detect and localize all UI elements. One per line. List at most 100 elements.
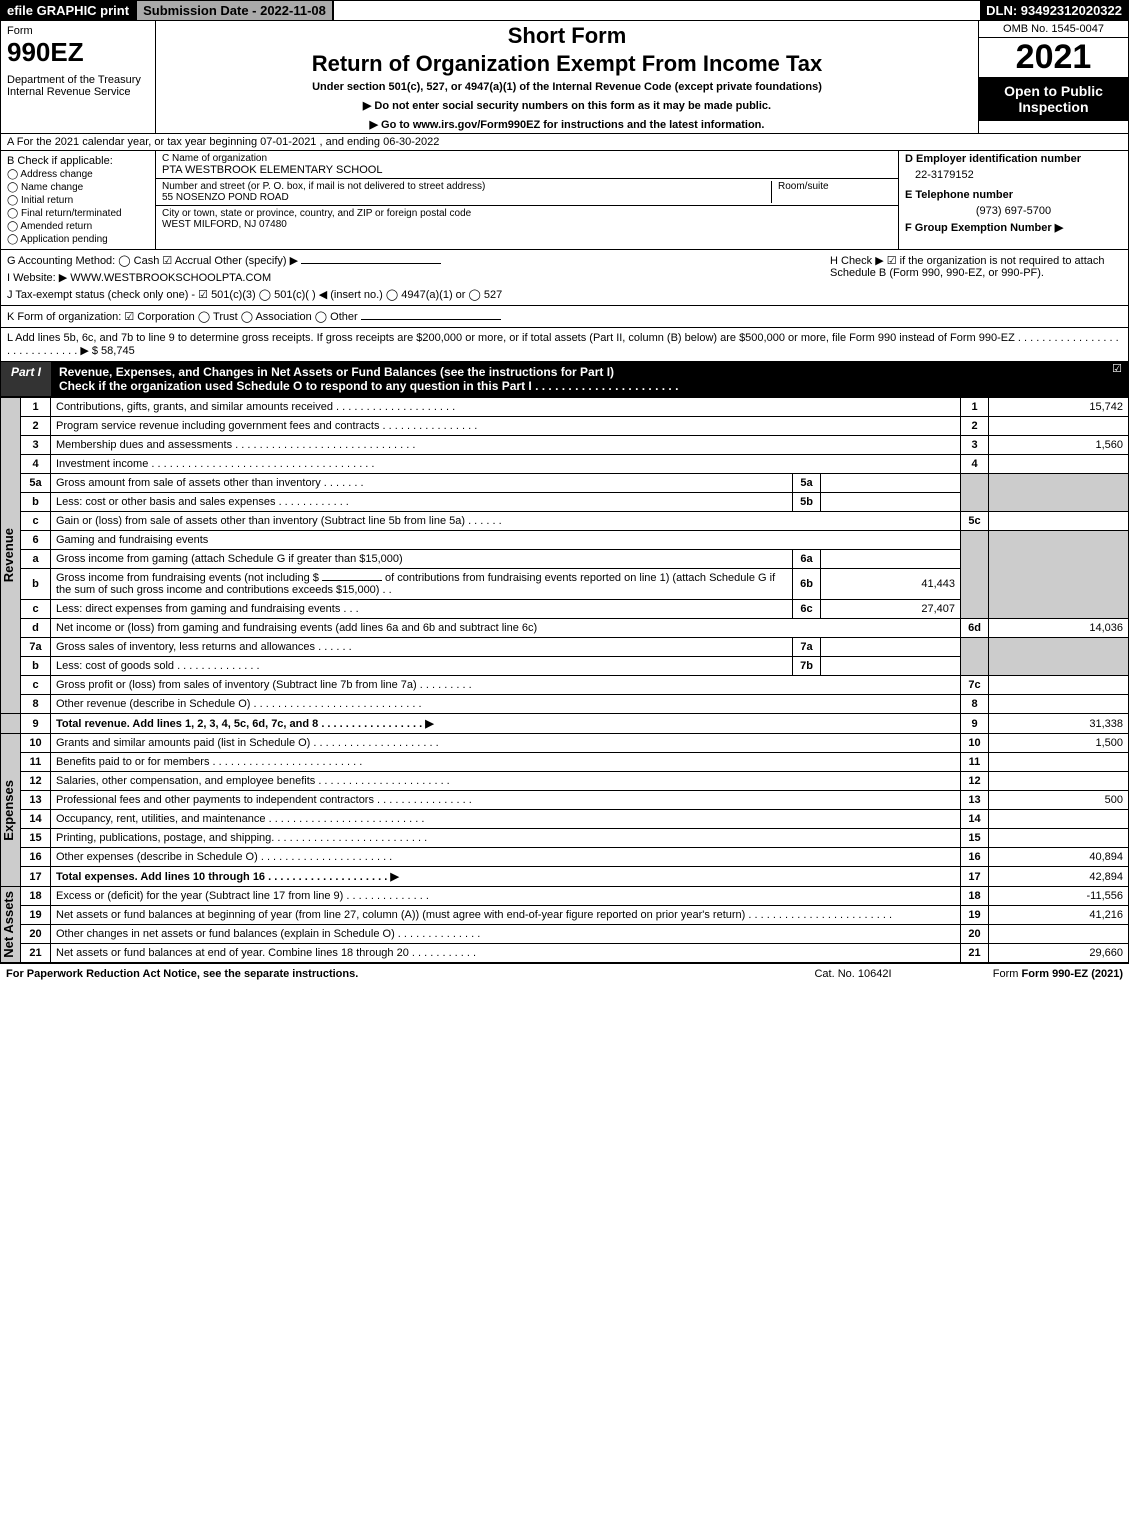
l7c: Gross profit or (loss) from sales of inv… xyxy=(51,676,961,695)
efile-btn[interactable]: efile GRAPHIC print xyxy=(1,1,135,20)
l9-amt: 31,338 xyxy=(989,714,1129,734)
l7b: Less: cost of goods sold . . . . . . . .… xyxy=(51,657,793,676)
l11: Benefits paid to or for members . . . . … xyxy=(51,753,961,772)
l5a-amt xyxy=(821,474,961,493)
C-city: WEST MILFORD, NJ 07480 xyxy=(162,219,892,230)
l3: Membership dues and assessments . . . . … xyxy=(51,436,961,455)
short-form: Short Form xyxy=(162,23,972,49)
l2-amt xyxy=(989,417,1129,436)
l3-amt: 1,560 xyxy=(989,436,1129,455)
l9: Total revenue. Add lines 1, 2, 3, 4, 5c,… xyxy=(51,714,961,734)
l6: Gaming and fundraising events xyxy=(51,531,961,550)
F-hd: F Group Exemption Number ▶ xyxy=(899,219,1128,236)
org-name: PTA WESTBROOK ELEMENTARY SCHOOL xyxy=(162,164,892,176)
E-hd: E Telephone number xyxy=(899,187,1128,203)
l17-amt: 42,894 xyxy=(989,867,1129,887)
l20: Other changes in net assets or fund bala… xyxy=(51,925,961,944)
l8: Other revenue (describe in Schedule O) .… xyxy=(51,695,961,714)
row-L: L Add lines 5b, 6c, and 7b to line 9 to … xyxy=(0,328,1129,361)
row-A: A For the 2021 calendar year, or tax yea… xyxy=(0,134,1129,151)
B-opt-1[interactable]: ◯ Name change xyxy=(7,182,149,193)
l5c: Gain or (loss) from sale of assets other… xyxy=(51,512,961,531)
C-room: Room/suite xyxy=(772,181,892,203)
dept: Department of the Treasury Internal Reve… xyxy=(7,74,149,98)
header-center: Short Form Return of Organization Exempt… xyxy=(156,21,978,133)
side-net: Net Assets xyxy=(1,891,16,958)
l14: Occupancy, rent, utilities, and maintena… xyxy=(51,810,961,829)
foot-r: Form Form 990-EZ (2021) xyxy=(943,968,1123,980)
col-DEF: D Employer identification number 22-3179… xyxy=(898,151,1128,249)
header-right: OMB No. 1545-0047 2021 Open to Public In… xyxy=(978,21,1128,133)
l18: Excess or (deficit) for the year (Subtra… xyxy=(51,887,961,906)
omb: OMB No. 1545-0047 xyxy=(979,21,1128,38)
l7a: Gross sales of inventory, less returns a… xyxy=(51,638,793,657)
l10-amt: 1,500 xyxy=(989,734,1129,753)
B-opt-2[interactable]: ◯ Initial return xyxy=(7,195,149,206)
l8-amt xyxy=(989,695,1129,714)
C-city-hd: City or town, state or province, country… xyxy=(162,208,892,219)
C-city-row: City or town, state or province, country… xyxy=(156,206,898,232)
B-opt-4[interactable]: ◯ Amended return xyxy=(7,221,149,232)
l5b: Less: cost or other basis and sales expe… xyxy=(51,493,793,512)
l21: Net assets or fund balances at end of ye… xyxy=(51,944,961,963)
footer: For Paperwork Reduction Act Notice, see … xyxy=(0,963,1129,984)
B-opt-0[interactable]: ◯ Address change xyxy=(7,169,149,180)
C-name: C Name of organization PTA WESTBROOK ELE… xyxy=(156,151,898,179)
C-name-hd: C Name of organization xyxy=(162,153,892,164)
l16: Other expenses (describe in Schedule O) … xyxy=(51,848,961,867)
B-head: B Check if applicable: xyxy=(7,155,149,167)
E-val: (973) 697-5700 xyxy=(899,203,1128,219)
l7c-amt xyxy=(989,676,1129,695)
header: Form 990EZ Department of the Treasury In… xyxy=(0,21,1129,134)
G: G Accounting Method: ◯ Cash ☑ Accrual Ot… xyxy=(7,254,822,267)
col-C: C Name of organization PTA WESTBROOK ELE… xyxy=(156,151,898,249)
part1-tag: Part I xyxy=(1,362,51,396)
l6d-amt: 14,036 xyxy=(989,619,1129,638)
open-public: Open to Public Inspection xyxy=(979,77,1128,121)
l13: Professional fees and other payments to … xyxy=(51,791,961,810)
I[interactable]: I Website: ▶ WWW.WESTBROOKSCHOOLPTA.COM xyxy=(7,271,822,284)
B-opt-3[interactable]: ◯ Final return/terminated xyxy=(7,208,149,219)
lines-table: Revenue 1Contributions, gifts, grants, a… xyxy=(0,397,1129,963)
D-hd: D Employer identification number xyxy=(899,151,1128,167)
form-title: Return of Organization Exempt From Incom… xyxy=(162,51,972,77)
l18-amt: -11,556 xyxy=(989,887,1129,906)
l11-amt xyxy=(989,753,1129,772)
part1-check[interactable]: ☑ xyxy=(1106,362,1128,396)
C-street-hd: Number and street (or P. O. box, if mail… xyxy=(162,181,765,192)
arrow2[interactable]: ▶ Go to www.irs.gov/Form990EZ for instru… xyxy=(162,118,972,131)
row-K: K Form of organization: ☑ Corporation ◯ … xyxy=(0,306,1129,328)
l15-amt xyxy=(989,829,1129,848)
form-sub: Under section 501(c), 527, or 4947(a)(1)… xyxy=(162,81,972,93)
H: H Check ▶ ☑ if the organization is not r… xyxy=(822,254,1122,301)
l19-amt: 41,216 xyxy=(989,906,1129,925)
l13-amt: 500 xyxy=(989,791,1129,810)
form-label: Form xyxy=(7,25,149,37)
topbar: efile GRAPHIC print Submission Date - 20… xyxy=(0,0,1129,21)
l7b-amt xyxy=(821,657,961,676)
l15: Printing, publications, postage, and shi… xyxy=(51,829,961,848)
l6c-amt: 27,407 xyxy=(821,600,961,619)
l5c-amt xyxy=(989,512,1129,531)
l7a-amt xyxy=(821,638,961,657)
l6d: Net income or (loss) from gaming and fun… xyxy=(51,619,961,638)
foot-l: For Paperwork Reduction Act Notice, see … xyxy=(6,968,763,980)
box-BCDEF: B Check if applicable: ◯ Address change … xyxy=(0,151,1129,250)
dln: DLN: 93492312020322 xyxy=(980,1,1128,20)
l5b-amt xyxy=(821,493,961,512)
l4: Investment income . . . . . . . . . . . … xyxy=(51,455,961,474)
side-revenue: Revenue xyxy=(1,528,16,582)
l6a-amt xyxy=(821,550,961,569)
part1-desc: Revenue, Expenses, and Changes in Net As… xyxy=(51,362,1106,396)
header-left: Form 990EZ Department of the Treasury In… xyxy=(1,21,156,133)
C-street-row: Number and street (or P. O. box, if mail… xyxy=(156,179,898,206)
l6c: Less: direct expenses from gaming and fu… xyxy=(51,600,793,619)
B-opt-5[interactable]: ◯ Application pending xyxy=(7,234,149,245)
l17: Total expenses. Add lines 10 through 16 … xyxy=(51,867,961,887)
l19: Net assets or fund balances at beginning… xyxy=(51,906,961,925)
l4-amt xyxy=(989,455,1129,474)
part1-bar: Part I Revenue, Expenses, and Changes in… xyxy=(0,361,1129,397)
l20-amt xyxy=(989,925,1129,944)
l12-amt xyxy=(989,772,1129,791)
side-expenses: Expenses xyxy=(1,780,16,841)
